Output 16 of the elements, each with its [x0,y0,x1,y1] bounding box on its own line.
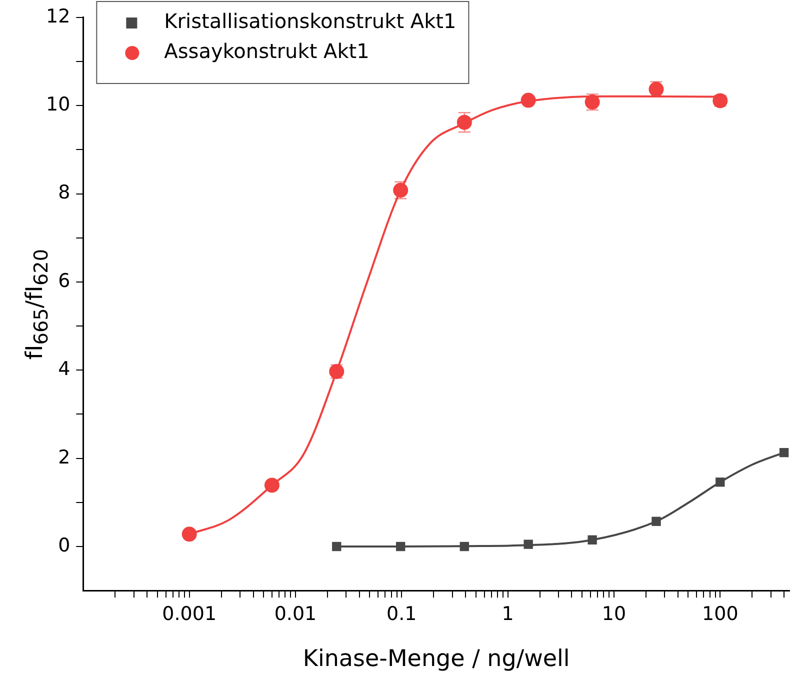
y-tick-label: 6 [58,270,70,292]
y-tick-label: 12 [46,5,70,28]
x-axis-title: Kinase-Menge / ng/well [302,646,570,672]
legend-label: Assaykonstrukt Akt1 [164,39,370,64]
x-tick-label: 100 [702,602,738,625]
y-tick-label: 2 [58,446,70,468]
y-tick-label: 10 [46,94,70,116]
x-tick-label: 1 [502,602,514,625]
x-tick-label: 0.001 [162,602,217,625]
y-tick-label: 8 [58,182,70,204]
y-tick-label: 4 [58,358,70,380]
y-tick-label: 0 [58,534,70,556]
x-tick-label: 10 [602,602,626,625]
legend-label: Kristallisationskonstrukt Akt1 [164,9,456,34]
x-tick-label: 0.01 [274,602,317,625]
x-tick-label: 0.1 [386,602,417,625]
